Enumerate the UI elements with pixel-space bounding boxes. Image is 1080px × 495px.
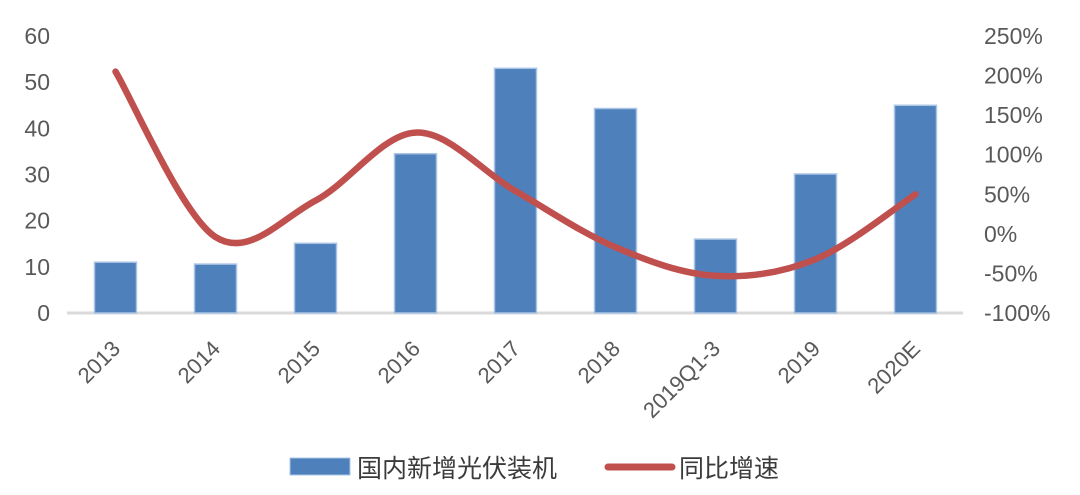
yoy-growth-line [112,68,919,280]
right-axis-tick-label: 250% [984,23,1043,49]
x-axis-label-2019: 2019 [773,336,825,388]
left-axis-tick-label: 60 [24,23,50,49]
bar-2016 [393,152,438,314]
right-axis-tick-label: 0% [984,221,1017,247]
x-axis-label-2014: 2014 [173,336,225,388]
right-axis-tick-label: 100% [984,142,1043,168]
x-axis-label-2015: 2015 [273,336,325,388]
x-axis-label-2013: 2013 [73,336,125,388]
bar-2015 [293,242,338,314]
left-axis-tick-label: 40 [24,115,50,141]
left-axis-tick-label: 20 [24,208,50,234]
left-axis-tick-label: 30 [24,162,50,188]
x-axis-label-2020E: 2020E [862,336,925,399]
legend-bar-swatch [289,457,351,476]
x-axis-label-2017: 2017 [473,336,525,388]
x-axis-label-2016: 2016 [373,336,425,388]
right-axis-tick-label: 200% [984,63,1043,89]
left-axis-tick-label: 0 [37,300,50,326]
bar-2013 [93,261,138,314]
left-axis-tick-label: 50 [24,69,50,95]
right-axis-tick-label: 150% [984,102,1043,128]
right-axis-tick-label: -100% [984,300,1050,326]
x-axis-label-2019Q1-3: 2019Q1-3 [638,336,725,423]
legend-label-yoy-growth: 同比增速 [679,455,779,483]
bar-2020E [893,104,938,314]
bar-2014 [193,263,238,314]
left-axis-tick-label: 10 [24,254,50,280]
bar-2018 [593,107,638,314]
legend-label-installed-capacity: 国内新增光伏装机 [357,455,557,483]
bar-2019 [793,173,838,314]
right-axis-tick-label: 50% [984,181,1030,207]
x-axis-label-2018: 2018 [573,336,625,388]
right-axis-tick-label: -50% [984,260,1038,286]
